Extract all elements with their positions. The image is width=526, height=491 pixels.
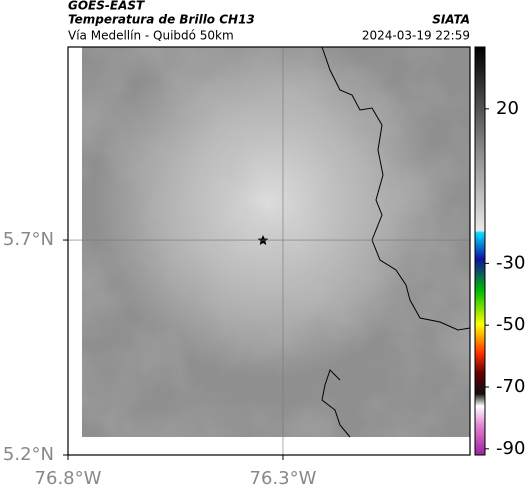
x-tick-label: 76.3°W xyxy=(250,468,317,489)
colorbar-tick-label: -90 xyxy=(496,438,525,459)
title: GOES-EAST xyxy=(68,0,145,13)
y-tick-label: 5.2°N xyxy=(3,444,54,465)
colorbar xyxy=(474,46,486,456)
subtitle: Temperatura de Brillo CH13 xyxy=(68,13,255,27)
colorbar-tick-label: -50 xyxy=(496,314,525,335)
colorbar-tick-label: -70 xyxy=(496,376,525,397)
colorbar-tick-label: -30 xyxy=(496,252,525,273)
y-tick-label: 5.7°N xyxy=(3,229,54,250)
source: SIATA xyxy=(432,13,470,27)
x-tick-label: 76.8°W xyxy=(35,468,102,489)
satellite-image xyxy=(82,46,471,438)
colorbar-tick-label: 20 xyxy=(496,98,519,119)
map-frame xyxy=(67,46,471,456)
timestamp: 2024-03-19 22:59 xyxy=(362,29,470,43)
route: Vía Medellín - Quibdó 50km xyxy=(68,29,234,43)
